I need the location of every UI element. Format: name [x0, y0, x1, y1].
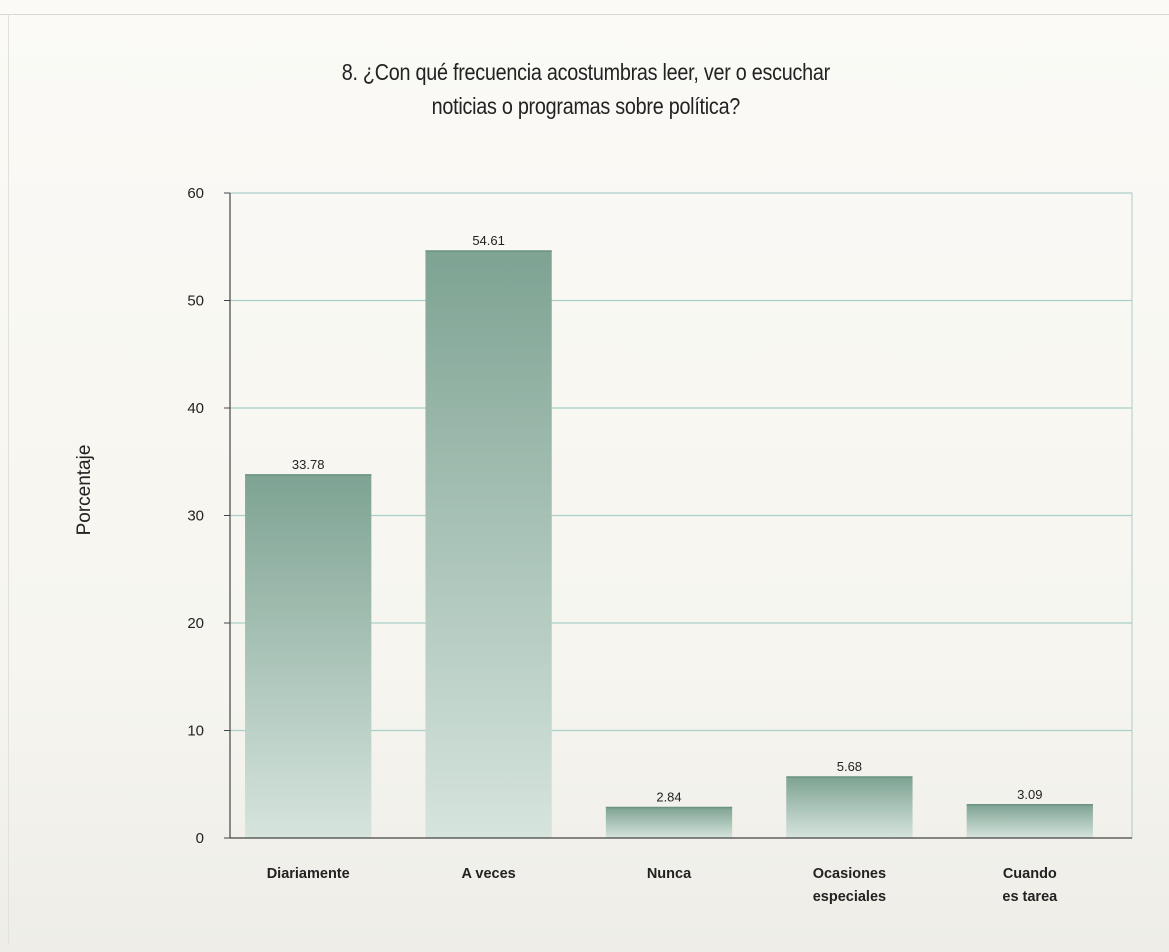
data-label: 33.78 [292, 457, 325, 472]
y-tick-label: 0 [196, 830, 204, 847]
data-label: 2.84 [656, 789, 681, 804]
bars [245, 250, 1093, 838]
bar [425, 250, 552, 838]
bar [786, 776, 913, 838]
axes [224, 192, 1132, 839]
chart-title-line-1: 8. ¿Con qué frecuencia acostumbras leer,… [341, 59, 831, 85]
data-label: 5.68 [837, 759, 862, 774]
chart-title-line-2: noticias o programas sobre política? [431, 93, 741, 119]
x-category-label: es tarea [1002, 889, 1058, 905]
data-label: 3.09 [1017, 787, 1042, 802]
y-tick-label: 40 [187, 400, 204, 417]
y-axis-label: Porcentaje [74, 445, 95, 536]
scan-frame-left [8, 14, 9, 944]
y-tick-label: 10 [187, 723, 204, 740]
labels: 0 10 20 30 40 50 60 33.78 Diariamente 54.61 A vece… [187, 185, 1058, 905]
x-category-label: Diariamente [267, 866, 350, 882]
x-category-label: especiales [813, 889, 886, 905]
chart-title: 8. ¿Con qué frecuencia acostumbras leer,… [83, 55, 1088, 123]
scan-frame-top [0, 14, 1169, 15]
bar [966, 804, 1093, 838]
y-tick-label: 50 [187, 293, 204, 310]
y-tick-label: 60 [187, 185, 204, 202]
y-tick-label: 30 [187, 508, 204, 525]
x-category-label: A veces [461, 866, 515, 882]
x-category-label: Ocasiones [813, 866, 886, 882]
y-tick-label: 20 [187, 615, 204, 632]
x-category-label: Nunca [647, 866, 692, 882]
x-category-label: Cuando [1003, 866, 1057, 882]
data-label: 54.61 [472, 233, 505, 248]
bar [605, 807, 733, 838]
bar [245, 474, 372, 838]
